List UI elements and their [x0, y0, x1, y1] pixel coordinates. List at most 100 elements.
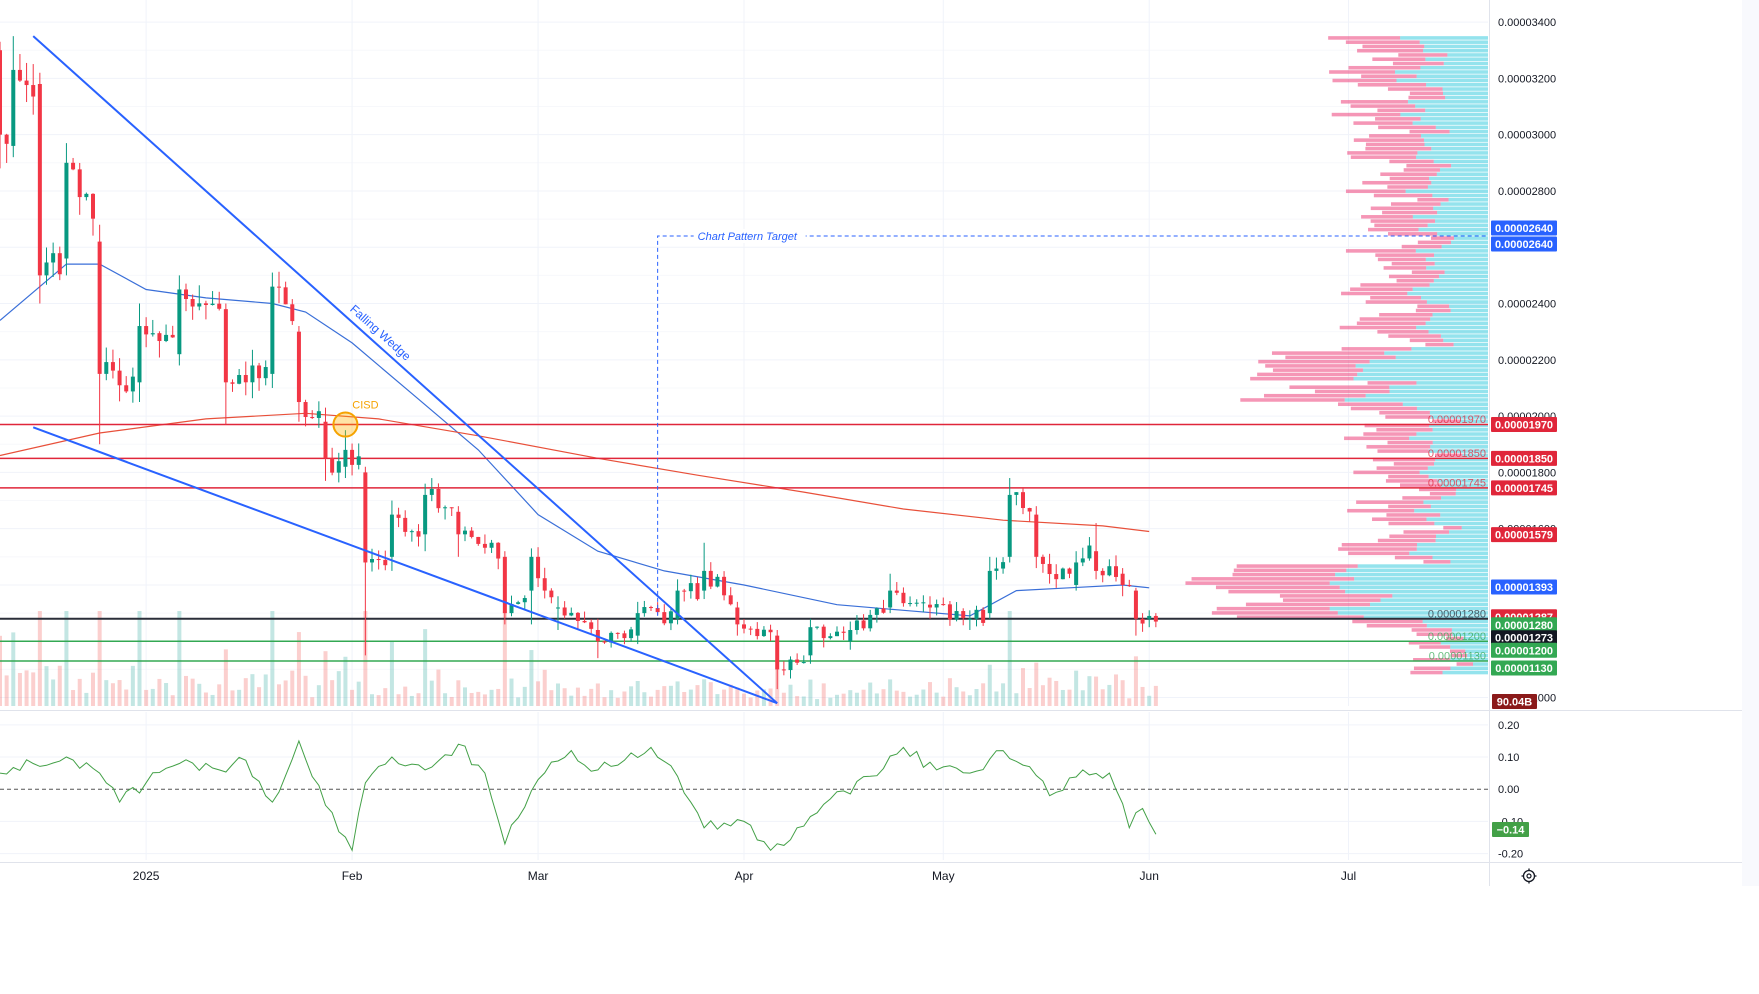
candle-body[interactable] [894, 590, 899, 593]
candle-body[interactable] [17, 69, 22, 81]
candle-body[interactable] [409, 531, 414, 533]
candle-body[interactable] [84, 193, 89, 198]
candle-body[interactable] [144, 326, 149, 335]
candle-body[interactable] [748, 628, 753, 630]
candle-body[interactable] [549, 590, 554, 598]
candle-body[interactable] [476, 536, 481, 544]
candle-body[interactable] [1047, 563, 1052, 575]
candle-body[interactable] [881, 608, 886, 613]
candle-body[interactable] [1067, 568, 1072, 574]
oscillator-pane[interactable]: 0.200.100.00-0.10-0.20 −0.14 [0, 712, 1529, 861]
candle-body[interactable] [788, 659, 793, 671]
chart-pattern-target-line[interactable] [657, 235, 1488, 616]
candle-body[interactable] [323, 421, 328, 459]
candle-body[interactable] [516, 602, 521, 604]
candle-body[interactable] [303, 402, 308, 418]
candle-body[interactable] [482, 543, 487, 548]
candle-body[interactable] [954, 611, 959, 620]
candle-body[interactable] [4, 134, 9, 144]
candle-body[interactable] [502, 556, 507, 614]
candle-body[interactable] [967, 618, 972, 620]
candle-body[interactable] [1153, 615, 1158, 622]
candle-body[interactable] [389, 514, 394, 557]
candle-body[interactable] [675, 590, 680, 619]
candle-body[interactable] [1074, 562, 1079, 585]
candle-body[interactable] [443, 507, 448, 509]
candle-body[interactable] [31, 85, 36, 97]
candle-body[interactable] [1094, 551, 1099, 571]
candle-body[interactable] [934, 604, 939, 608]
candle-body[interactable] [350, 449, 355, 465]
candle-body[interactable] [868, 614, 873, 629]
candle-body[interactable] [1114, 566, 1118, 577]
candle-body[interactable] [981, 609, 986, 623]
candle-body[interactable] [1001, 562, 1006, 569]
candle-body[interactable] [383, 559, 388, 566]
candle-body[interactable] [57, 253, 62, 275]
candle-body[interactable] [137, 326, 142, 383]
candle-body[interactable] [841, 631, 846, 633]
candle-body[interactable] [821, 626, 826, 639]
candle-body[interactable] [1027, 508, 1032, 512]
falling-wedge-lower-trendline[interactable] [32, 426, 778, 705]
candle-body[interactable] [695, 583, 700, 600]
candle-body[interactable] [848, 630, 853, 642]
candle-body[interactable] [861, 620, 866, 629]
candle-body[interactable] [283, 287, 288, 305]
candle-body[interactable] [742, 624, 746, 629]
settings-gear-icon[interactable] [1521, 868, 1537, 884]
candle-body[interactable] [615, 632, 620, 634]
candle-body[interactable] [37, 83, 42, 276]
candle-body[interactable] [781, 669, 786, 671]
candle-body[interactable] [436, 488, 441, 509]
candle-body[interactable] [24, 80, 29, 86]
candle-body[interactable] [761, 629, 766, 637]
candle-body[interactable] [1060, 568, 1065, 580]
candle-body[interactable] [609, 632, 614, 643]
candle-body[interactable] [449, 507, 454, 509]
candle-body[interactable] [11, 69, 16, 146]
candle-body[interactable] [376, 559, 381, 561]
candle-body[interactable] [91, 193, 95, 219]
candle-body[interactable] [961, 611, 966, 619]
falling-wedge-upper-trendline[interactable] [32, 35, 778, 704]
candle-body[interactable] [230, 382, 235, 384]
candle-body[interactable] [768, 629, 773, 633]
candle-body[interactable] [536, 556, 541, 579]
candle-body[interactable] [682, 590, 687, 592]
candle-body[interactable] [994, 568, 999, 571]
candle-body[interactable] [469, 530, 474, 537]
candle-body[interactable] [257, 365, 262, 379]
scroll-strip[interactable] [1742, 0, 1759, 886]
horizontal-levels[interactable]: 0.00001970 0.00001850 0.00001745 0.00001280… [0, 414, 1488, 662]
candle-body[interactable] [336, 461, 341, 473]
candle-body[interactable] [775, 635, 780, 670]
candle-body[interactable] [184, 289, 188, 300]
candle-body[interactable] [722, 576, 727, 596]
candle-body[interactable] [928, 604, 932, 608]
chart-pattern-target-label[interactable]: Chart Pattern Target [698, 231, 798, 243]
candle-body[interactable] [170, 334, 175, 338]
candle-body[interactable] [688, 583, 693, 592]
candle-body[interactable] [296, 331, 301, 403]
candle-body[interactable] [708, 570, 713, 587]
candle-body[interactable] [908, 603, 913, 605]
candle-body[interactable] [835, 631, 839, 637]
candle-body[interactable] [277, 286, 281, 288]
candle-body[interactable] [71, 162, 76, 170]
candle-body[interactable] [974, 609, 979, 619]
candle-body[interactable] [529, 556, 534, 591]
candle-body[interactable] [237, 375, 242, 384]
candle-body[interactable] [104, 362, 109, 374]
candle-body[interactable] [1087, 545, 1092, 559]
price-pane[interactable]: 0.00001970 0.00001850 0.00001745 0.00001280… [0, 0, 1557, 709]
candle-body[interactable] [164, 334, 169, 342]
candle-body[interactable] [363, 472, 368, 563]
candles[interactable] [0, 36, 1158, 690]
candle-body[interactable] [815, 626, 820, 628]
candle-body[interactable] [921, 602, 926, 604]
candle-body[interactable] [655, 608, 660, 613]
candle-body[interactable] [223, 309, 228, 383]
candle-body[interactable] [1080, 558, 1085, 563]
